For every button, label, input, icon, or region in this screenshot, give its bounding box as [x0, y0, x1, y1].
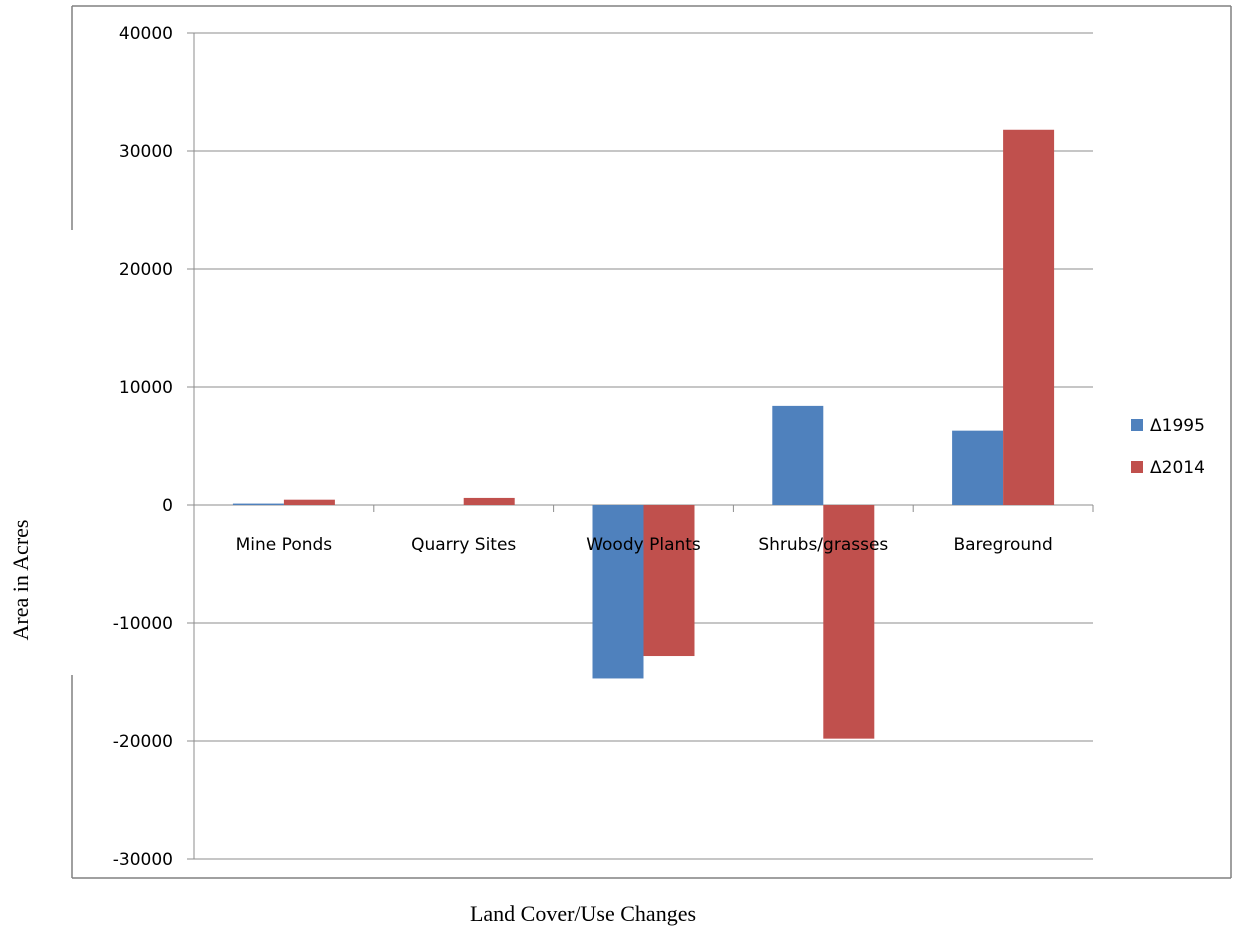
bars: [232, 129, 1055, 739]
bar-woody-plants-series-1: [592, 505, 644, 679]
category-label: Mine Ponds: [236, 535, 333, 555]
category-label: Woody Plants: [586, 535, 701, 555]
category-label: Shrubs/grasses: [758, 535, 888, 555]
bar-mine-ponds-series-1: [232, 503, 284, 505]
legend: Δ1995 Δ2014: [1131, 416, 1205, 478]
legend-label: Δ2014: [1150, 458, 1205, 478]
y-axis-title: Area in Acres: [8, 520, 33, 641]
y-tick-label: -20000: [113, 732, 173, 752]
x-axis-title: Land Cover/Use Changes: [470, 901, 696, 926]
legend-swatch: [1131, 419, 1143, 431]
bar-woody-plants-series-2: [643, 505, 695, 657]
legend-swatch: [1131, 461, 1143, 473]
y-tick-label: 20000: [119, 260, 173, 280]
bar-shrubs-grasses-series-1: [772, 405, 824, 505]
legend-label: Δ1995: [1150, 416, 1205, 436]
gridlines: [187, 32, 1093, 860]
category-label: Bareground: [953, 535, 1052, 555]
category-labels: Mine Ponds Quarry Sites Woody Plants Shrubs…: [236, 535, 1053, 555]
bar-bareground-series-1: [952, 430, 1004, 505]
y-tick-label: 0: [162, 496, 173, 516]
y-tick-label: -10000: [113, 614, 173, 634]
category-label: Quarry Sites: [411, 535, 516, 555]
bar-shrubs-grasses-series-2: [823, 505, 875, 739]
bar-quarry-sites-series-2: [463, 497, 515, 505]
y-tick-label: 40000: [119, 24, 173, 44]
y-tick-label: -30000: [113, 850, 173, 870]
y-tick-labels: 40000 30000 20000 10000 0 -10000 -20000 -30000: [113, 24, 173, 870]
bar-bareground-series-2: [1003, 129, 1055, 505]
bar-mine-ponds-series-2: [283, 499, 335, 505]
y-tick-label: 30000: [119, 142, 173, 162]
y-tick-label: 10000: [119, 378, 173, 398]
